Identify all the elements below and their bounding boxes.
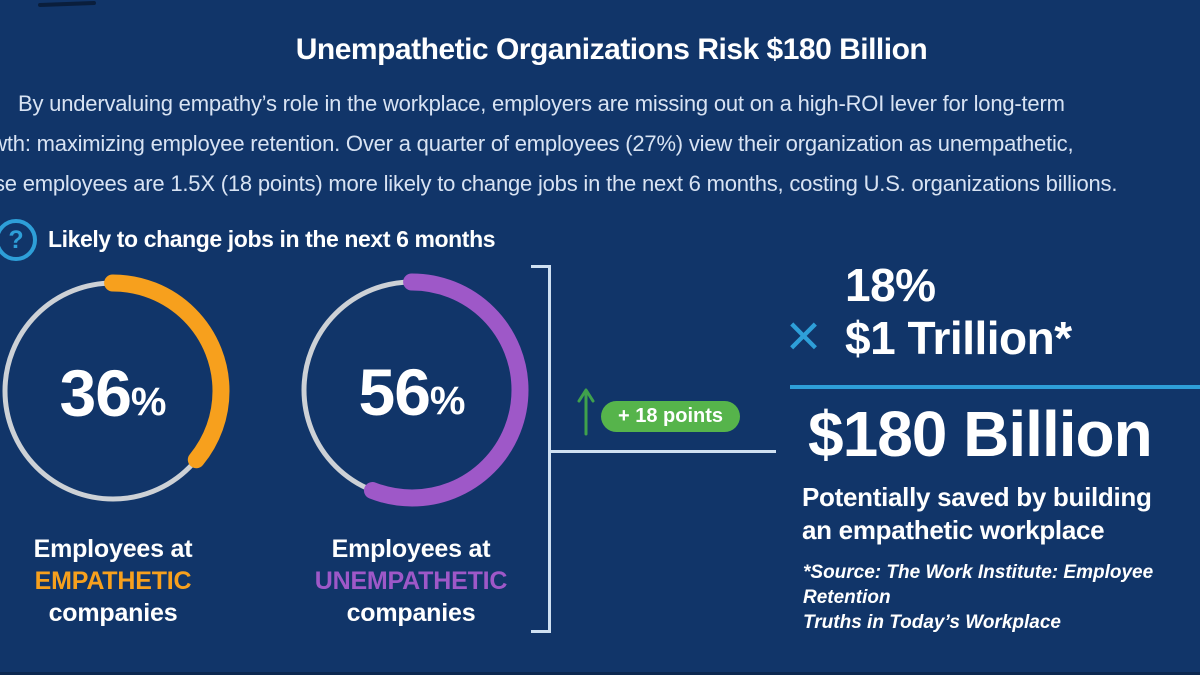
source-line: Truths in Today’s Workplace [803, 612, 1061, 633]
label-line-highlight: EMPATHETIC [34, 567, 192, 595]
question-mark-glyph: ? [8, 225, 24, 254]
up-arrow-icon [577, 388, 595, 436]
intro-line: growth: maximizing employee retention. O… [0, 131, 1074, 156]
intro-paragraph: By undervaluing empathy’s role in the wo… [0, 84, 1200, 204]
question-mark-icon: ? [0, 219, 37, 261]
bracket-vertical-line [548, 265, 551, 633]
caption-line: an empathetic workplace [802, 515, 1105, 545]
page-title: Unempathetic Organizations Risk $180 Bil… [295, 33, 928, 66]
label-line-highlight: UNEMPATHETIC [314, 567, 508, 595]
donut-percentage: 56% [292, 272, 532, 512]
bracket-bottom-tick [531, 630, 551, 633]
percent-sign: % [429, 378, 466, 423]
intro-line: By undervaluing empathy’s role in the wo… [18, 91, 1065, 116]
caption-line: Potentially saved by building [802, 482, 1152, 512]
donut-chart-unempathetic: 56% [292, 270, 532, 510]
percent-sign: % [130, 379, 167, 424]
calc-caption: Potentially saved by building an empathe… [802, 481, 1152, 547]
donut-ring-svg [295, 273, 529, 507]
donut-number: 36 [59, 356, 132, 430]
label-line: companies [346, 599, 476, 627]
donut-label-unempathetic: Employees at UNEMPATHETIC companies [261, 533, 561, 629]
top-edge-artifact [37, 0, 97, 8]
chart-section-heading: Likely to change jobs in the next 6 mont… [48, 226, 496, 252]
label-line: Employees at [33, 535, 193, 563]
intro-line: these employees are 1.5X (18 points) mor… [0, 171, 1118, 196]
donut-percentage: 36% [0, 273, 233, 513]
source-note: *Source: The Work Institute: Employee Re… [803, 560, 1200, 635]
donut-chart-empathetic: 36% [0, 271, 233, 511]
bracket-top-tick [531, 265, 551, 268]
donut-ring-svg [0, 274, 230, 508]
points-difference-badge: + 18 points [601, 401, 741, 432]
donut-number: 56 [358, 355, 431, 429]
calc-result: $180 Billion [808, 398, 1153, 470]
donut-value-arc [295, 273, 529, 507]
calc-multiplier: 18% [845, 259, 936, 311]
bracket-middle-line [548, 450, 776, 453]
calc-divider-line [790, 385, 1200, 389]
donut-label-empathetic: Employees at EMPATHETIC companies [0, 533, 263, 629]
label-line: Employees at [331, 535, 491, 563]
donut-value-arc [0, 274, 230, 508]
label-line: companies [48, 599, 178, 627]
bottom-edge-strip [0, 672, 1200, 675]
multiply-icon: × [786, 302, 822, 369]
source-line: *Source: The Work Institute: Employee Re… [803, 562, 1154, 608]
calc-operand: $1 Trillion* [845, 312, 1072, 364]
